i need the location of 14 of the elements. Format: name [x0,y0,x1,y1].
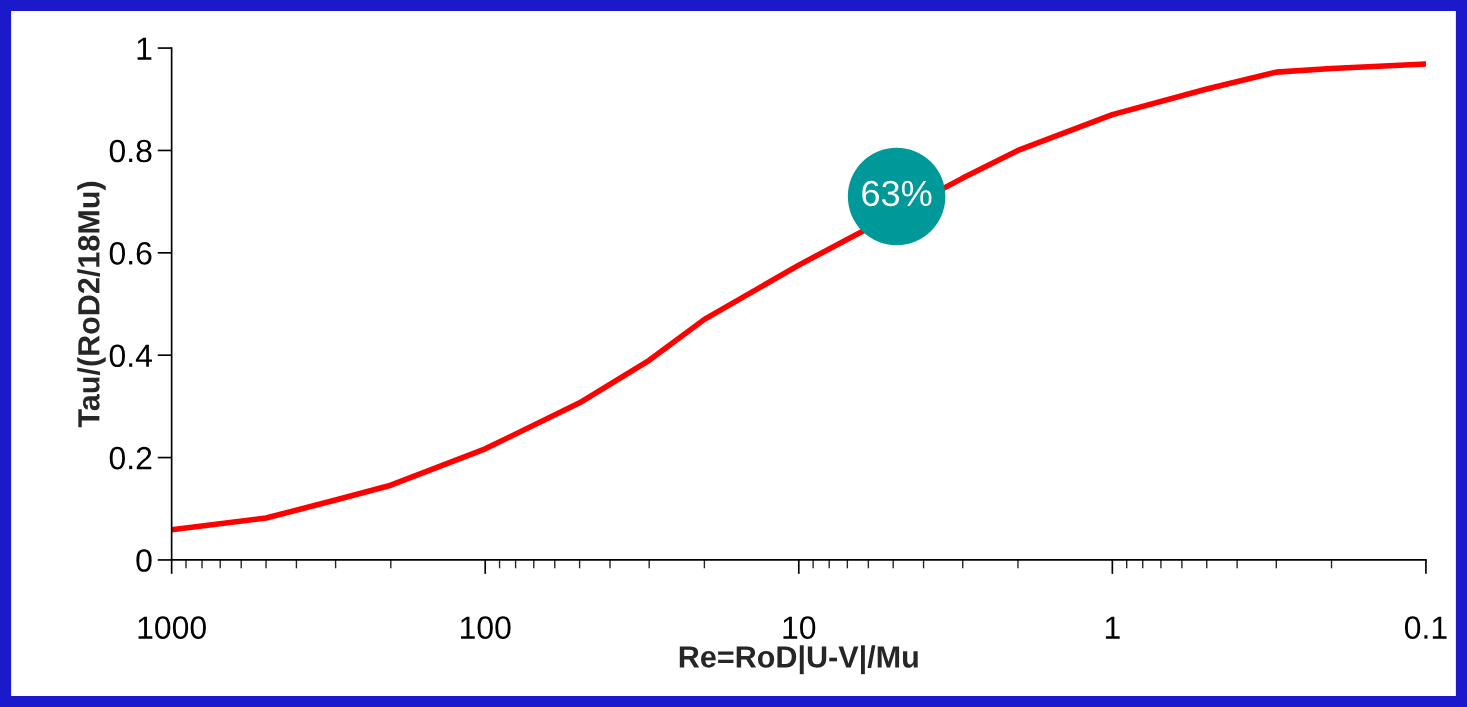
x-tick-label: 10 [783,616,816,639]
x-tick-label: 100 [461,616,511,639]
y-tick-label: 0.8 [109,139,152,163]
x-tick-label: 0.1 [1404,616,1447,639]
y-tick-label: 1 [137,37,152,60]
x-tick-label: 1000 [138,616,206,639]
y-tick-label: 0.4 [109,344,152,368]
annotation: 63% [862,180,932,207]
y-tick-label: 0 [136,549,152,572]
x-tick-label: 1 [1105,616,1120,639]
x-axis-title: Re=RoD|U-V|/Mu [679,645,918,675]
y-tick-label: 0.6 [109,242,152,265]
y-axis-title: Tau/(RoD2/18Mu) [77,181,106,428]
y-tick-label: 0.2 [109,446,152,470]
